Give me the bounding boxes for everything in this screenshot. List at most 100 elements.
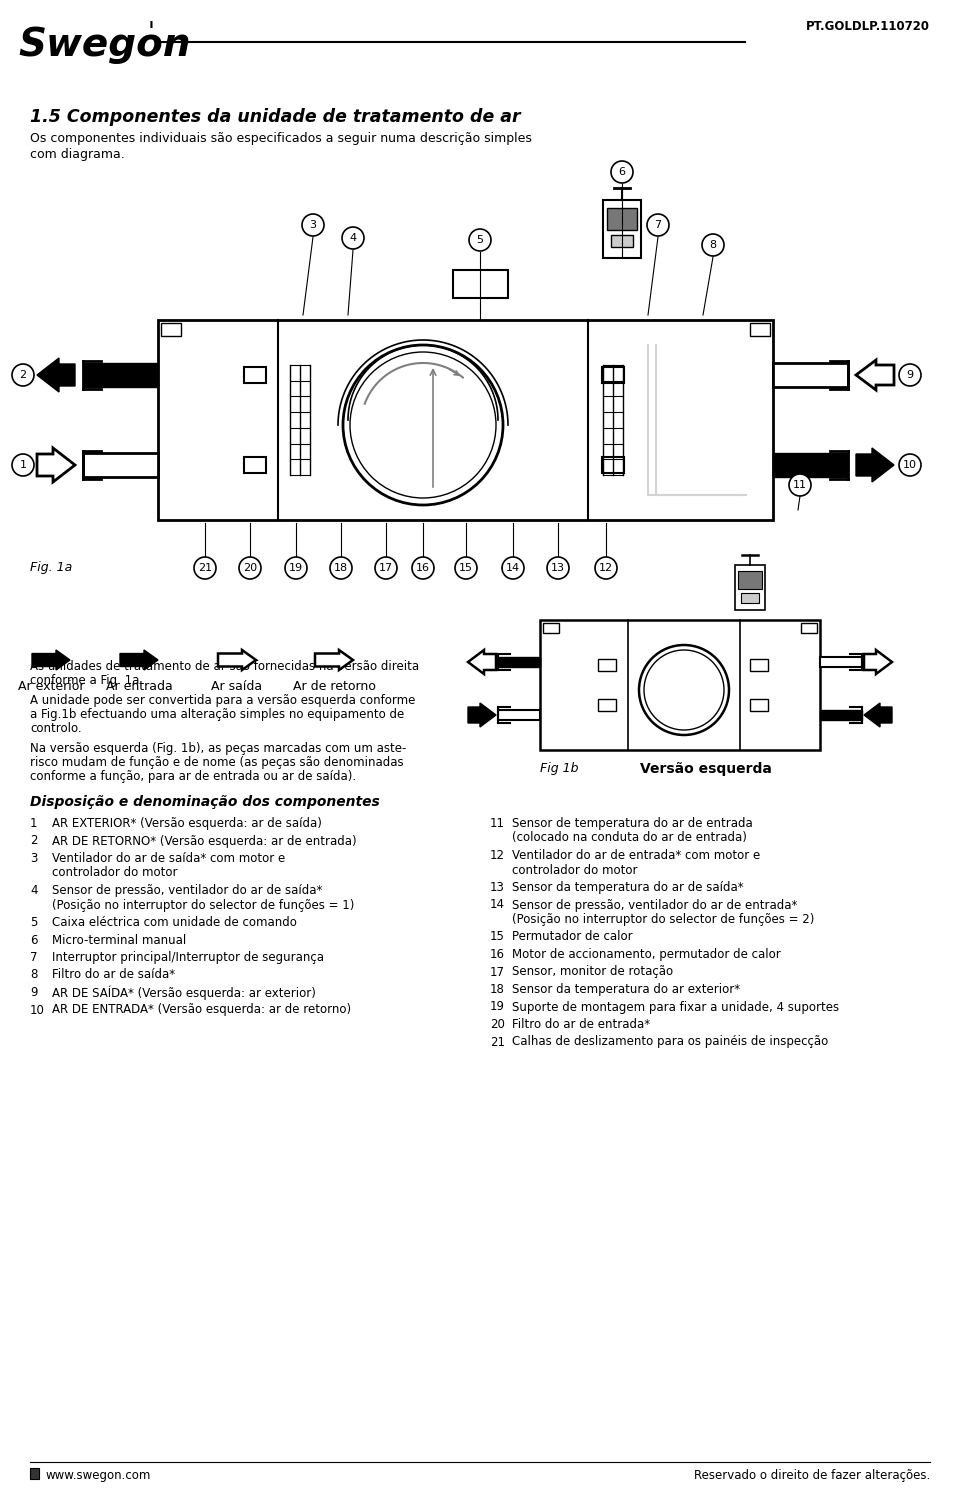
Circle shape (302, 214, 324, 235)
Text: 13: 13 (551, 563, 565, 573)
Text: PT.GOLDLP.110720: PT.GOLDLP.110720 (806, 19, 930, 33)
Text: 3: 3 (309, 220, 317, 229)
Text: conforme a Fig. 1a.: conforme a Fig. 1a. (30, 675, 143, 686)
Circle shape (702, 234, 724, 256)
Bar (83, 453, 158, 476)
Text: Swegon: Swegon (18, 25, 190, 64)
Text: 7: 7 (655, 220, 661, 229)
Text: 1.5 Componentes da unidade de tratamento de ar: 1.5 Componentes da unidade de tratamento… (30, 109, 520, 127)
Text: 1: 1 (30, 817, 37, 829)
Text: 8: 8 (30, 968, 37, 981)
Text: Versão esquerda: Versão esquerda (640, 762, 772, 776)
Text: 19: 19 (490, 1001, 505, 1014)
Bar (602, 366, 624, 383)
Text: 9: 9 (30, 986, 37, 999)
FancyArrow shape (315, 651, 353, 670)
Text: 14: 14 (490, 898, 505, 911)
Circle shape (194, 557, 216, 579)
Text: 8: 8 (709, 240, 716, 250)
Bar (603, 200, 641, 258)
Bar (498, 710, 540, 721)
FancyArrow shape (864, 651, 892, 675)
Bar (735, 564, 765, 610)
Circle shape (789, 474, 811, 496)
Bar (741, 593, 759, 603)
Circle shape (899, 363, 921, 386)
Text: 2: 2 (19, 369, 27, 380)
Bar (244, 366, 266, 383)
Bar (602, 457, 624, 474)
Text: risco mudam de função e de nome (as peças são denominadas: risco mudam de função e de nome (as peça… (30, 756, 403, 768)
Text: Ar exterior: Ar exterior (17, 680, 84, 692)
Text: 9: 9 (906, 369, 914, 380)
Bar (83, 363, 158, 387)
Bar (607, 208, 637, 229)
Bar (30, 1468, 39, 1479)
Text: 7: 7 (30, 951, 37, 963)
Text: 3: 3 (30, 852, 37, 865)
Text: 11: 11 (490, 817, 505, 829)
Text: Na versão esquerda (Fig. 1b), as peças marcadas com um aste-: Na versão esquerda (Fig. 1b), as peças m… (30, 742, 406, 755)
Text: 20: 20 (490, 1018, 505, 1030)
Text: Motor de accionamento, permutador de calor: Motor de accionamento, permutador de cal… (512, 948, 780, 960)
Bar (598, 660, 616, 672)
Text: 21: 21 (198, 563, 212, 573)
Text: 6: 6 (30, 934, 37, 947)
Text: 20: 20 (243, 563, 257, 573)
Text: 5: 5 (30, 916, 37, 929)
Text: 2: 2 (806, 624, 811, 633)
Text: 11: 11 (793, 479, 807, 490)
Text: 1: 1 (548, 624, 553, 633)
Circle shape (639, 645, 729, 736)
Text: controlador do motor: controlador do motor (512, 864, 637, 877)
Text: AR DE RETORNO* (Versão esquerda: ar de entrada): AR DE RETORNO* (Versão esquerda: ar de e… (52, 834, 356, 847)
Text: 17: 17 (490, 965, 505, 978)
FancyArrow shape (468, 651, 496, 675)
Text: Ventilador do ar de saída* com motor e: Ventilador do ar de saída* com motor e (52, 852, 285, 865)
Text: 6: 6 (618, 167, 626, 177)
Text: Sensor da temperatura do ar exterior*: Sensor da temperatura do ar exterior* (512, 983, 740, 996)
Text: com diagrama.: com diagrama. (30, 147, 125, 161)
FancyArrow shape (37, 357, 75, 392)
Circle shape (469, 229, 491, 252)
Bar (738, 570, 762, 590)
Text: (Posição no interruptor do selector de funções = 2): (Posição no interruptor do selector de f… (512, 913, 814, 926)
Text: 10: 10 (903, 460, 917, 471)
Circle shape (595, 557, 617, 579)
Text: 5: 5 (476, 235, 484, 246)
Text: Permutador de calor: Permutador de calor (512, 931, 633, 944)
Text: Os componentes individuais são especificados a seguir numa descrição simples: Os componentes individuais são especific… (30, 133, 532, 144)
Text: controlador do motor: controlador do motor (52, 867, 178, 880)
Text: (Posição no interruptor do selector de funções = 1): (Posição no interruptor do selector de f… (52, 898, 354, 911)
Text: 1: 1 (19, 460, 27, 471)
Text: AR DE ENTRADA* (Versão esquerda: ar de retorno): AR DE ENTRADA* (Versão esquerda: ar de r… (52, 1004, 351, 1017)
Circle shape (547, 557, 569, 579)
Text: Ar saída: Ar saída (211, 680, 263, 692)
Bar (598, 698, 616, 712)
Text: Fig 1b: Fig 1b (540, 762, 579, 774)
Text: Sensor de pressão, ventilador do ar de entrada*: Sensor de pressão, ventilador do ar de e… (512, 898, 798, 911)
Bar (453, 270, 508, 298)
Text: Fig. 1a: Fig. 1a (30, 561, 72, 575)
Text: A unidade pode ser convertida para a versão esquerda conforme: A unidade pode ser convertida para a ver… (30, 694, 416, 707)
Text: AR EXTERIOR* (Versão esquerda: ar de saída): AR EXTERIOR* (Versão esquerda: ar de saí… (52, 817, 322, 829)
Bar (801, 622, 817, 633)
Text: (colocado na conduta do ar de entrada): (colocado na conduta do ar de entrada) (512, 831, 747, 844)
Text: Reservado o direito de fazer alterações.: Reservado o direito de fazer alterações. (694, 1470, 930, 1482)
Bar (244, 457, 266, 474)
Text: 12: 12 (599, 563, 613, 573)
Bar (543, 622, 559, 633)
Circle shape (342, 226, 364, 249)
Text: 16: 16 (490, 948, 505, 960)
FancyArrow shape (218, 651, 256, 670)
Bar (161, 323, 181, 337)
FancyArrow shape (864, 703, 892, 727)
Circle shape (285, 557, 307, 579)
Text: 2: 2 (757, 325, 763, 334)
Text: Sensor de temperatura do ar de entrada: Sensor de temperatura do ar de entrada (512, 817, 753, 829)
Text: Suporte de montagem para fixar a unidade, 4 suportes: Suporte de montagem para fixar a unidade… (512, 1001, 839, 1014)
Bar (773, 453, 848, 476)
FancyArrow shape (856, 360, 894, 390)
Text: 19: 19 (289, 563, 303, 573)
Text: 10: 10 (30, 1004, 45, 1017)
